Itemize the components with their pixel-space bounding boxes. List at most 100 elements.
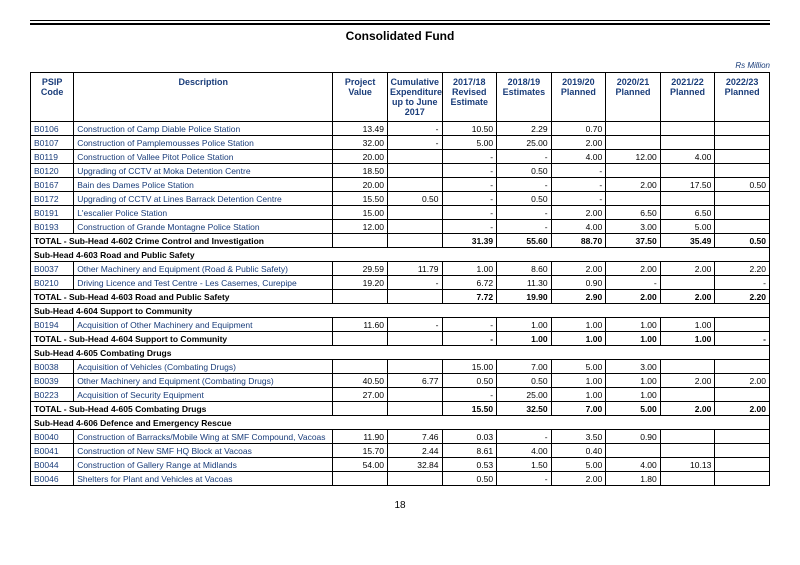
- table-row: B0167Bain des Dames Police Station20.00-…: [31, 178, 770, 192]
- total-cell: 7.72: [442, 290, 497, 304]
- subhead-label: Sub-Head 4-604 Support to Community: [31, 304, 770, 318]
- psip-code: B0037: [31, 262, 74, 276]
- total-label: TOTAL - Sub-Head 4-604 Support to Commun…: [31, 332, 333, 346]
- total-row: TOTAL - Sub-Head 4-603 Road and Public S…: [31, 290, 770, 304]
- value-cell: -: [497, 178, 552, 192]
- value-cell: [660, 388, 715, 402]
- value-cell: 2.00: [551, 206, 606, 220]
- table-row: B0210Driving Licence and Test Centre - L…: [31, 276, 770, 290]
- table-header: PSIP Code Description Project Value Cumu…: [31, 73, 770, 122]
- page-number: 18: [30, 500, 770, 511]
- psip-code: B0223: [31, 388, 74, 402]
- col-psip-code: PSIP Code: [31, 73, 74, 122]
- subhead-row: Sub-Head 4-604 Support to Community: [31, 304, 770, 318]
- value-cell: 12.00: [333, 220, 388, 234]
- psip-code: B0194: [31, 318, 74, 332]
- value-cell: 7.00: [497, 360, 552, 374]
- unit-label: Rs Million: [30, 61, 770, 70]
- value-cell: 11.90: [333, 430, 388, 444]
- value-cell: -: [715, 276, 770, 290]
- total-cell: 1.00: [497, 332, 552, 346]
- value-cell: 2.00: [660, 262, 715, 276]
- value-cell: 2.29: [497, 122, 552, 136]
- value-cell: 5.00: [660, 220, 715, 234]
- total-cell: 2.00: [660, 290, 715, 304]
- total-cell: 31.39: [442, 234, 497, 248]
- value-cell: [606, 164, 661, 178]
- total-cell: [387, 402, 442, 416]
- value-cell: 2.00: [551, 136, 606, 150]
- value-cell: -: [442, 318, 497, 332]
- value-cell: 1.00: [660, 318, 715, 332]
- value-cell: [715, 444, 770, 458]
- value-cell: [387, 472, 442, 486]
- total-cell: 37.50: [606, 234, 661, 248]
- description-cell: Acquisition of Security Equipment: [74, 388, 333, 402]
- value-cell: 0.50: [497, 374, 552, 388]
- description-cell: Other Machinery and Equipment (Road & Pu…: [74, 262, 333, 276]
- value-cell: 8.60: [497, 262, 552, 276]
- table-row: B0194Acquisition of Other Machinery and …: [31, 318, 770, 332]
- value-cell: [715, 192, 770, 206]
- total-cell: [333, 402, 388, 416]
- col-2019-20: 2019/20 Planned: [551, 73, 606, 122]
- value-cell: 5.00: [551, 458, 606, 472]
- value-cell: [333, 360, 388, 374]
- total-cell: 32.50: [497, 402, 552, 416]
- value-cell: 0.50: [442, 374, 497, 388]
- total-cell: 2.20: [715, 290, 770, 304]
- total-cell: 15.50: [442, 402, 497, 416]
- psip-code: B0191: [31, 206, 74, 220]
- total-label: TOTAL - Sub-Head 4-605 Combating Drugs: [31, 402, 333, 416]
- total-cell: 2.00: [606, 290, 661, 304]
- value-cell: -: [387, 276, 442, 290]
- value-cell: 4.00: [551, 220, 606, 234]
- psip-code: B0038: [31, 360, 74, 374]
- value-cell: 6.72: [442, 276, 497, 290]
- value-cell: -: [387, 136, 442, 150]
- value-cell: 1.00: [551, 374, 606, 388]
- table-row: B0039Other Machinery and Equipment (Comb…: [31, 374, 770, 388]
- table-row: B0038Acquisition of Vehicles (Combating …: [31, 360, 770, 374]
- value-cell: 2.00: [551, 472, 606, 486]
- total-cell: 35.49: [660, 234, 715, 248]
- value-cell: 1.80: [606, 472, 661, 486]
- value-cell: 0.53: [442, 458, 497, 472]
- total-cell: 55.60: [497, 234, 552, 248]
- value-cell: [660, 136, 715, 150]
- value-cell: 0.50: [387, 192, 442, 206]
- value-cell: [715, 136, 770, 150]
- table-row: B0191L'escalier Police Station15.00--2.0…: [31, 206, 770, 220]
- value-cell: 0.70: [551, 122, 606, 136]
- psip-code: B0120: [31, 164, 74, 178]
- description-cell: Construction of Barracks/Mobile Wing at …: [74, 430, 333, 444]
- value-cell: 0.90: [551, 276, 606, 290]
- subhead-label: Sub-Head 4-606 Defence and Emergency Res…: [31, 416, 770, 430]
- table-row: B0041Construction of New SMF HQ Block at…: [31, 444, 770, 458]
- value-cell: 0.40: [551, 444, 606, 458]
- value-cell: 3.50: [551, 430, 606, 444]
- total-row: TOTAL - Sub-Head 4-604 Support to Commun…: [31, 332, 770, 346]
- psip-code: B0210: [31, 276, 74, 290]
- total-row: TOTAL - Sub-Head 4-605 Combating Drugs 15…: [31, 402, 770, 416]
- value-cell: 4.00: [660, 150, 715, 164]
- value-cell: [387, 388, 442, 402]
- document-title: Consolidated Fund: [30, 29, 770, 43]
- col-2018-19: 2018/19 Estimates: [497, 73, 552, 122]
- total-cell: 1.00: [660, 332, 715, 346]
- psip-code: B0193: [31, 220, 74, 234]
- description-cell: L'escalier Police Station: [74, 206, 333, 220]
- value-cell: -: [551, 164, 606, 178]
- value-cell: [387, 164, 442, 178]
- value-cell: 1.00: [606, 374, 661, 388]
- total-label: TOTAL - Sub-Head 4-602 Crime Control and…: [31, 234, 333, 248]
- table-row: B0120Upgrading of CCTV at Moka Detention…: [31, 164, 770, 178]
- subhead-row: Sub-Head 4-605 Combating Drugs: [31, 346, 770, 360]
- header-rules: [30, 20, 770, 25]
- col-2021-22: 2021/22 Planned: [660, 73, 715, 122]
- value-cell: [660, 192, 715, 206]
- total-cell: 2.00: [660, 402, 715, 416]
- psip-code: B0107: [31, 136, 74, 150]
- value-cell: -: [606, 276, 661, 290]
- total-cell: [333, 290, 388, 304]
